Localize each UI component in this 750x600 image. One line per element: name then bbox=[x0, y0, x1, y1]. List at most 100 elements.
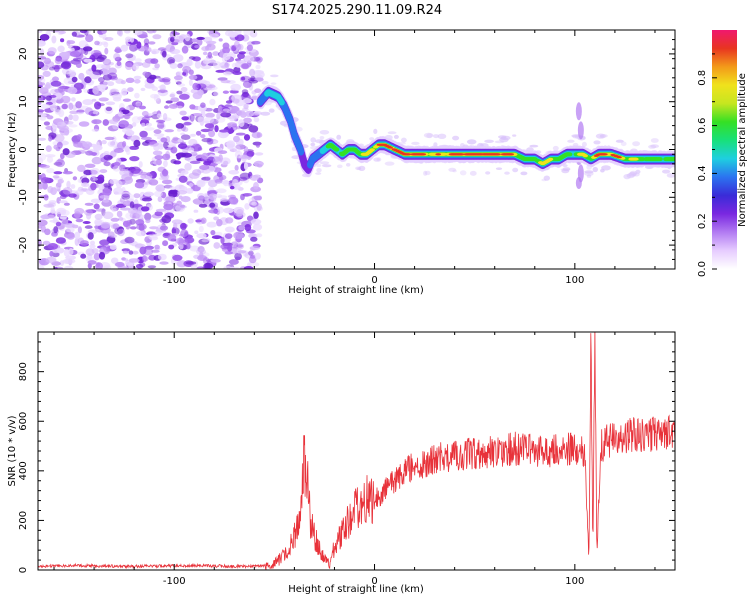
noise-speckle bbox=[68, 102, 74, 111]
noise-speckle bbox=[103, 265, 112, 269]
noise-speckle bbox=[55, 237, 66, 244]
noise-speckle bbox=[46, 156, 54, 163]
noise-speckle bbox=[136, 223, 147, 231]
noise-speckle bbox=[122, 250, 129, 254]
noise-speckle bbox=[240, 193, 245, 201]
noise-speckle bbox=[154, 247, 161, 251]
noise-speckle bbox=[95, 262, 103, 269]
noise-speckle bbox=[215, 69, 226, 73]
ridge-haze bbox=[376, 157, 382, 162]
noise-speckle bbox=[205, 40, 217, 45]
noise-speckle bbox=[192, 92, 203, 100]
noise-speckle bbox=[223, 207, 234, 214]
noise-speckle bbox=[142, 141, 150, 146]
noise-speckle bbox=[49, 250, 54, 257]
noise-speckle bbox=[135, 230, 145, 237]
noise-speckle bbox=[125, 212, 133, 219]
noise-speckle bbox=[65, 255, 76, 260]
ridge-haze bbox=[373, 157, 381, 162]
ridge-segment bbox=[602, 153, 608, 156]
noise-speckle bbox=[147, 113, 153, 117]
noise-speckle bbox=[234, 252, 243, 261]
ridge-segment bbox=[279, 99, 285, 106]
noise-speckle bbox=[129, 201, 135, 209]
noise-speckle bbox=[192, 113, 203, 117]
noise-speckle bbox=[181, 45, 189, 54]
noise-speckle bbox=[177, 128, 182, 132]
noise-speckle bbox=[243, 266, 254, 269]
colorbar-tick-label: 0.8 bbox=[697, 70, 708, 86]
noise-speckle bbox=[99, 195, 110, 199]
noise-speckle bbox=[249, 175, 259, 181]
noise-speckle bbox=[237, 250, 247, 254]
noise-speckle bbox=[238, 119, 245, 127]
noise-speckle bbox=[103, 41, 109, 48]
noise-speckle bbox=[243, 162, 249, 170]
noise-speckle bbox=[145, 219, 151, 224]
noise-speckle bbox=[214, 178, 223, 184]
noise-speckle bbox=[170, 36, 175, 43]
ridge-haze bbox=[666, 173, 675, 178]
noise-speckle bbox=[138, 34, 148, 39]
noise-speckle bbox=[157, 253, 167, 261]
noise-speckle bbox=[248, 255, 257, 264]
noise-speckle bbox=[81, 182, 90, 188]
noise-speckle bbox=[212, 61, 222, 69]
ridge-haze bbox=[336, 134, 342, 140]
noise-speckle bbox=[200, 64, 212, 70]
noise-speckle bbox=[122, 220, 130, 227]
noise-speckle bbox=[116, 61, 122, 67]
noise-speckle bbox=[152, 150, 163, 156]
ridge-haze bbox=[552, 145, 559, 151]
noise-speckle bbox=[246, 44, 253, 51]
noise-speckle bbox=[184, 33, 191, 42]
noise-speckle bbox=[190, 133, 196, 137]
spectrogram-ytick-label: 20 bbox=[18, 48, 29, 61]
noise-speckle bbox=[256, 203, 262, 211]
ridge-haze bbox=[426, 133, 433, 139]
noise-speckle bbox=[223, 160, 229, 166]
ridge-haze bbox=[572, 134, 579, 139]
noise-speckle bbox=[100, 221, 111, 229]
noise-speckle bbox=[217, 77, 228, 81]
noise-speckle bbox=[84, 76, 92, 84]
noise-speckle bbox=[102, 211, 114, 220]
noise-speckle bbox=[39, 48, 45, 57]
noise-speckle bbox=[180, 170, 189, 175]
noise-speckle bbox=[84, 225, 93, 229]
noise-speckle bbox=[113, 187, 124, 195]
ridge-haze bbox=[520, 171, 528, 176]
noise-speckle bbox=[145, 122, 152, 127]
noise-speckle bbox=[133, 30, 143, 36]
noise-speckle bbox=[83, 58, 93, 63]
snr-ytick-label: 800 bbox=[18, 362, 29, 381]
noise-speckle bbox=[180, 196, 191, 203]
noise-speckle bbox=[90, 167, 100, 176]
noise-speckle bbox=[57, 45, 65, 53]
noise-speckle bbox=[129, 43, 138, 52]
noise-speckle bbox=[135, 103, 143, 109]
noise-speckle bbox=[228, 196, 239, 205]
noise-speckle bbox=[124, 30, 131, 34]
noise-speckle bbox=[144, 212, 152, 221]
noise-speckle bbox=[128, 250, 134, 255]
noise-speckle bbox=[222, 90, 229, 94]
noise-speckle bbox=[54, 92, 63, 100]
noise-speckle bbox=[109, 88, 119, 95]
noise-speckle bbox=[134, 92, 140, 99]
noise-speckle bbox=[177, 139, 183, 143]
noise-speckle bbox=[40, 177, 51, 184]
noise-speckle bbox=[39, 34, 50, 41]
noise-speckle bbox=[107, 72, 118, 80]
noise-speckle bbox=[228, 259, 239, 265]
noise-speckle bbox=[125, 53, 134, 59]
noise-speckle bbox=[38, 40, 46, 47]
noise-speckle bbox=[196, 38, 203, 46]
noise-speckle bbox=[154, 211, 163, 217]
noise-speckle bbox=[84, 202, 94, 206]
noise-speckle bbox=[93, 203, 100, 210]
noise-speckle bbox=[45, 81, 51, 90]
noise-speckle bbox=[134, 79, 141, 84]
noise-speckle bbox=[78, 40, 89, 48]
ridge-haze bbox=[650, 138, 659, 143]
